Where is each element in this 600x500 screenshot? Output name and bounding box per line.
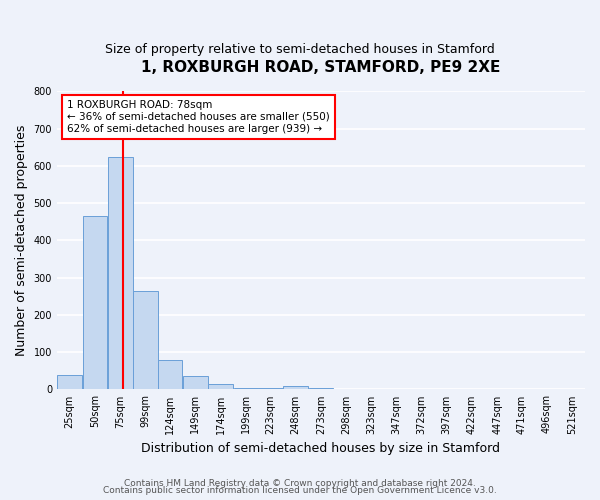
Bar [133, 290, 158, 390]
Bar [258, 388, 283, 390]
X-axis label: Distribution of semi-detached houses by size in Stamford: Distribution of semi-detached houses by … [142, 442, 500, 455]
Bar [108, 156, 133, 390]
Bar [58, 376, 82, 390]
Bar [83, 216, 107, 390]
Bar [208, 384, 233, 390]
Text: Contains HM Land Registry data © Crown copyright and database right 2024.: Contains HM Land Registry data © Crown c… [124, 478, 476, 488]
Bar [158, 360, 182, 390]
Title: 1, ROXBURGH ROAD, STAMFORD, PE9 2XE: 1, ROXBURGH ROAD, STAMFORD, PE9 2XE [141, 60, 500, 75]
Bar [283, 386, 308, 390]
Text: Contains public sector information licensed under the Open Government Licence v3: Contains public sector information licen… [103, 486, 497, 495]
Bar [233, 388, 258, 390]
Text: Size of property relative to semi-detached houses in Stamford: Size of property relative to semi-detach… [105, 42, 495, 56]
Y-axis label: Number of semi-detached properties: Number of semi-detached properties [15, 124, 28, 356]
Text: 1 ROXBURGH ROAD: 78sqm
← 36% of semi-detached houses are smaller (550)
62% of se: 1 ROXBURGH ROAD: 78sqm ← 36% of semi-det… [67, 100, 330, 134]
Bar [183, 376, 208, 390]
Bar [308, 388, 333, 390]
